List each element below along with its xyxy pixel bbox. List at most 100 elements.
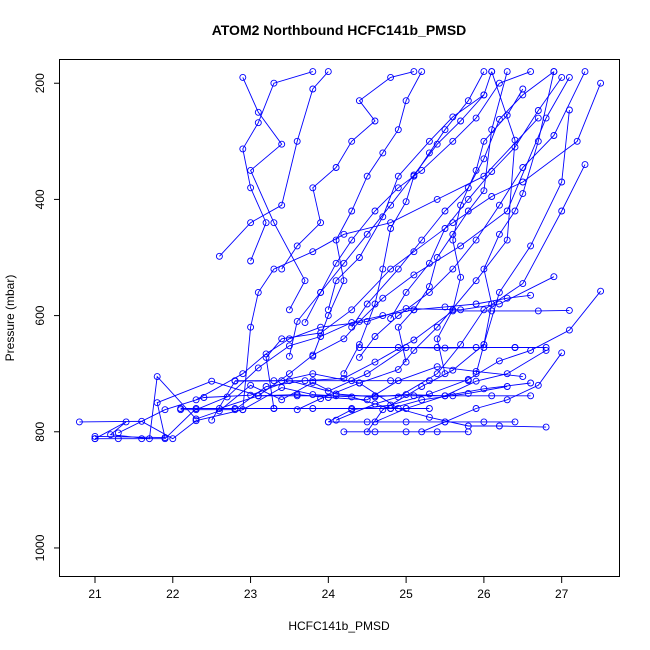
data-point (472, 344, 480, 351)
data-point (387, 377, 395, 385)
series-line (351, 71, 555, 328)
data-point (293, 137, 301, 145)
data-point (355, 379, 363, 387)
data-point (247, 184, 255, 192)
data-point (441, 126, 449, 134)
x-tick-label: 27 (555, 587, 569, 601)
data-point (457, 242, 465, 250)
data-point (449, 137, 457, 145)
data-point (340, 230, 348, 238)
data-point (464, 428, 472, 436)
data-point (278, 201, 286, 209)
data-point (418, 383, 426, 390)
data-point (153, 373, 161, 381)
data-point (309, 377, 317, 385)
data-point (542, 423, 550, 431)
data-point (480, 172, 488, 180)
data-point (161, 406, 169, 414)
series-line (118, 347, 515, 434)
data-point (573, 137, 581, 145)
data-point (293, 392, 301, 400)
data-point (293, 317, 301, 325)
data-point (433, 254, 441, 261)
data-point (387, 73, 395, 81)
data-point (262, 219, 270, 227)
data-point (488, 193, 496, 200)
data-point (363, 300, 371, 308)
data-point (480, 385, 488, 393)
data-point (425, 413, 433, 421)
data-point (371, 117, 379, 125)
data-point (371, 428, 379, 436)
data-point (340, 335, 348, 343)
data-point (425, 259, 433, 267)
data-point (161, 435, 169, 443)
data-point (480, 155, 488, 163)
data-point (410, 171, 418, 179)
data-point (394, 265, 402, 273)
data-point (379, 312, 387, 320)
data-point (519, 190, 527, 198)
profile-series (239, 73, 309, 314)
data-point (558, 73, 566, 81)
data-point (503, 207, 511, 215)
data-point (208, 416, 216, 424)
data-point (464, 97, 472, 105)
series-line (312, 71, 423, 357)
data-point (433, 140, 441, 148)
data-point (495, 79, 503, 87)
data-point (558, 349, 566, 357)
data-point (301, 277, 309, 285)
data-point (527, 242, 535, 250)
data-point (464, 377, 472, 385)
profile-series (231, 377, 472, 385)
data-point (511, 207, 519, 215)
data-point (402, 97, 410, 105)
data-point (402, 391, 410, 399)
data-point (449, 230, 457, 238)
data-point (317, 219, 325, 227)
data-point (503, 111, 511, 119)
data-point (410, 392, 418, 400)
data-point (177, 405, 185, 412)
profile-series (371, 346, 550, 426)
data-point (348, 405, 356, 412)
data-point (208, 377, 216, 385)
data-point (387, 225, 395, 232)
data-point (457, 117, 465, 125)
data-point (371, 333, 379, 340)
data-point (433, 323, 441, 331)
data-point (464, 195, 472, 203)
series-line (397, 71, 508, 363)
data-point (425, 288, 433, 296)
data-point (387, 315, 395, 322)
data-point (402, 198, 410, 206)
data-point (550, 132, 558, 139)
data-point (480, 91, 488, 99)
x-tick-label: 26 (477, 587, 491, 601)
profile-series (355, 344, 550, 351)
data-point (348, 306, 356, 314)
data-point (192, 396, 200, 404)
data-point (449, 392, 457, 400)
data-point (379, 294, 387, 302)
x-tick-label: 22 (166, 587, 180, 601)
data-point (293, 406, 301, 414)
data-point (480, 418, 488, 426)
data-point (488, 168, 496, 175)
data-point (464, 389, 472, 397)
y-tick-label: 200 (33, 73, 47, 93)
data-point (581, 68, 589, 76)
series-line (335, 164, 586, 421)
data-point (363, 396, 371, 404)
series-line (359, 71, 586, 358)
data-point (480, 68, 488, 76)
data-point (215, 405, 223, 412)
data-point (309, 370, 317, 378)
data-point (418, 396, 426, 404)
data-point (91, 435, 99, 443)
data-point (371, 358, 379, 366)
series-line (94, 366, 523, 439)
